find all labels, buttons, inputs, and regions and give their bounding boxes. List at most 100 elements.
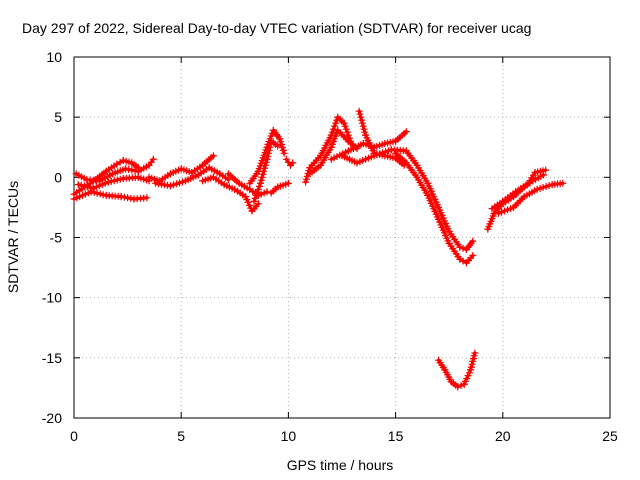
data-point xyxy=(355,107,363,115)
data-point xyxy=(107,177,115,185)
data-point xyxy=(329,125,337,133)
y-tick-label: -20 xyxy=(42,410,62,426)
y-tick-label: 5 xyxy=(54,109,62,125)
x-tick-label: 0 xyxy=(70,428,78,444)
data-point xyxy=(104,178,112,186)
data-point xyxy=(250,197,258,205)
data-point xyxy=(265,146,273,154)
data-point xyxy=(209,152,217,160)
data-point xyxy=(501,207,508,215)
axis-ticks: 0 5 10 15 20 25 -20 -15 -10 -5 0 5 10 xyxy=(42,49,618,444)
data-point xyxy=(264,149,272,157)
data-point xyxy=(224,176,232,184)
x-axis-title: GPS time / hours xyxy=(287,457,394,473)
chart-title: Day 297 of 2022, Sidereal Day-to-day VTE… xyxy=(22,20,531,36)
data-point xyxy=(469,237,477,245)
data-point xyxy=(170,181,177,189)
data-point xyxy=(358,116,366,124)
data-point xyxy=(331,122,338,130)
data-point xyxy=(256,182,263,190)
series-track-r xyxy=(435,349,479,391)
x-tick-label: 10 xyxy=(281,428,297,444)
series-track-t xyxy=(488,166,550,213)
data-point xyxy=(259,170,267,178)
series-track-u xyxy=(495,179,567,217)
data-point xyxy=(260,167,268,175)
data-point xyxy=(361,128,369,136)
series-track-e xyxy=(145,152,217,185)
data-point xyxy=(113,176,121,184)
data-point xyxy=(343,128,351,136)
data-point xyxy=(251,194,259,202)
data-point xyxy=(262,158,270,166)
data-point xyxy=(263,188,271,196)
data-point xyxy=(261,164,268,172)
data-point xyxy=(498,208,505,216)
data-point xyxy=(90,189,98,196)
y-tick-label: -10 xyxy=(42,290,62,306)
data-point xyxy=(167,182,174,190)
y-axis-title: SDTVAR / TECUs xyxy=(5,181,21,293)
data-point xyxy=(289,159,297,167)
data-point xyxy=(257,179,264,187)
series-track-i xyxy=(246,126,288,187)
series-track-d xyxy=(74,173,153,192)
data-point xyxy=(559,179,567,187)
data-point xyxy=(176,179,183,187)
data-point xyxy=(92,183,100,191)
series-track-p xyxy=(338,146,477,253)
y-tick-label: -15 xyxy=(42,350,62,366)
y-tick-label: -5 xyxy=(50,230,63,246)
data-point xyxy=(332,119,340,127)
data-point xyxy=(95,182,103,190)
data-point xyxy=(263,155,271,163)
data-point xyxy=(87,188,95,196)
data-point xyxy=(254,185,262,193)
data-point xyxy=(80,182,88,190)
data-point xyxy=(77,181,85,189)
data-point xyxy=(469,252,477,259)
data-point xyxy=(542,166,550,174)
data-point xyxy=(149,155,157,163)
data-points xyxy=(70,107,567,391)
data-point xyxy=(360,125,368,133)
series-track-b xyxy=(72,155,157,185)
x-tick-label: 20 xyxy=(495,428,511,444)
series-track-q xyxy=(392,149,477,267)
data-point xyxy=(457,382,465,389)
data-point xyxy=(101,179,109,187)
data-point xyxy=(356,110,364,118)
data-point xyxy=(341,122,349,130)
data-point xyxy=(98,181,106,189)
data-point xyxy=(340,119,348,127)
data-point xyxy=(333,116,341,124)
data-point xyxy=(536,184,544,192)
data-point xyxy=(285,180,292,187)
data-point xyxy=(545,182,553,189)
data-point xyxy=(328,128,336,136)
data-point xyxy=(344,131,352,139)
data-point xyxy=(342,125,350,133)
data-point xyxy=(266,143,274,151)
data-point xyxy=(253,188,261,196)
data-point xyxy=(504,206,511,214)
x-tick-label: 15 xyxy=(388,428,404,444)
data-point xyxy=(358,119,366,127)
data-point xyxy=(179,178,186,186)
series-track-m xyxy=(306,126,361,178)
data-point xyxy=(86,183,94,191)
data-point xyxy=(327,131,335,139)
data-point xyxy=(533,185,541,193)
data-point xyxy=(495,209,502,217)
data-point xyxy=(116,175,124,183)
data-point xyxy=(507,205,514,213)
data-point xyxy=(110,177,118,185)
data-point xyxy=(454,383,462,391)
series-track-j xyxy=(250,137,282,205)
data-point xyxy=(83,183,91,191)
data-point xyxy=(89,184,97,192)
data-point xyxy=(359,122,367,130)
data-point xyxy=(280,149,288,157)
x-tick-label: 5 xyxy=(177,428,185,444)
